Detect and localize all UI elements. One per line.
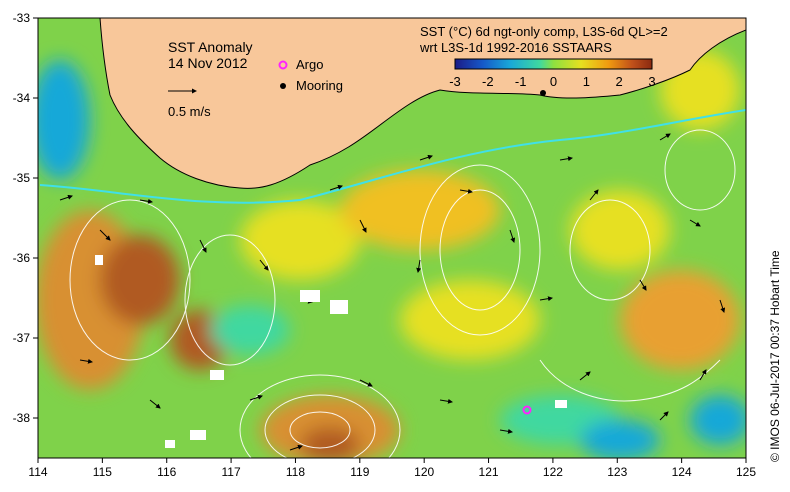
argo-marker <box>522 405 532 415</box>
y-axis-ticks: -33 -34 -35 -36 -37 -38 <box>13 11 38 425</box>
map-title-line2: 14 Nov 2012 <box>168 55 248 71</box>
credit-text: © IMOS 06-Jul-2017 00:37 Hobart Time <box>768 250 782 462</box>
colorbar-tick-label: -1 <box>515 74 527 89</box>
x-tick-label: 124 <box>672 465 692 479</box>
x-tick-label: 121 <box>479 465 499 479</box>
argo-legend-label: Argo <box>296 57 323 72</box>
product-line2: wrt L3S-1d 1992-2016 SSTAARS <box>419 40 612 55</box>
x-tick-label: 115 <box>93 465 112 479</box>
mooring-marker <box>540 90 546 96</box>
y-tick-label: -33 <box>13 11 31 25</box>
plot-frame <box>37 17 747 459</box>
y-tick-label: -38 <box>13 411 31 425</box>
anomaly-blobs <box>38 50 746 458</box>
x-tick-label: 120 <box>414 465 434 479</box>
mooring-legend-label: Mooring <box>296 78 343 93</box>
x-tick-label: 117 <box>222 465 241 479</box>
x-tick-label: 118 <box>286 465 305 479</box>
contours <box>69 129 736 458</box>
no-data-patches <box>95 255 567 448</box>
vector-scale-label: 0.5 m/s <box>168 104 211 119</box>
colorbar-tick-label: -3 <box>449 74 461 89</box>
x-tick-label: 119 <box>350 465 369 479</box>
argo-legend-icon <box>278 60 288 70</box>
colorbar-tick-label: 2 <box>616 74 623 89</box>
colorbar-gradient <box>454 58 653 70</box>
x-tick-label: 116 <box>157 465 176 479</box>
colorbar-tick-label: 0 <box>550 74 557 89</box>
colorbar: -3 -2 -1 0 1 2 3 <box>449 58 656 89</box>
y-tick-label: -37 <box>13 331 31 345</box>
x-tick-label: 123 <box>607 465 627 479</box>
cyan-boundary-line <box>39 109 746 204</box>
y-tick-label: -34 <box>13 91 31 105</box>
map-title-line1: SST Anomaly <box>168 39 253 55</box>
marker-legend: Argo Mooring <box>278 57 343 93</box>
y-tick-label: -35 <box>13 171 31 185</box>
sst-field <box>38 18 746 458</box>
x-tick-label: 114 <box>28 465 47 479</box>
mooring-legend-icon <box>280 83 286 89</box>
product-line1: SST (°C) 6d ngt-only comp, L3S-6d QL>=2 <box>420 24 668 39</box>
x-axis-ticks: 114 115 116 117 118 119 120 121 122 123 124 125 <box>28 458 756 479</box>
y-tick-label: -36 <box>13 251 31 265</box>
x-tick-label: 122 <box>543 465 563 479</box>
x-tick-label: 125 <box>736 465 756 479</box>
colorbar-tick-label: 1 <box>583 74 590 89</box>
colorbar-tick-label: 3 <box>648 74 655 89</box>
colorbar-tick-label: -2 <box>482 74 494 89</box>
